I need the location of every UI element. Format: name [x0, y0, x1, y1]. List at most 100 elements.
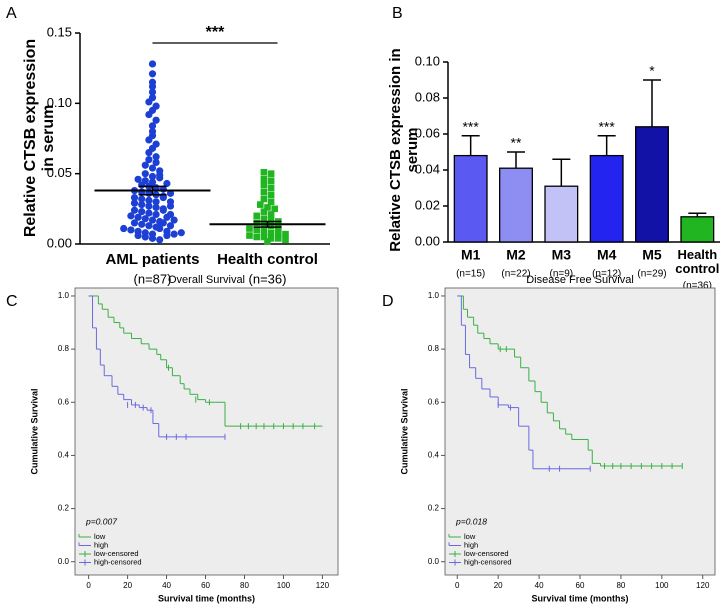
data-point: [159, 206, 167, 214]
data-point: [148, 60, 157, 68]
data-point: [166, 222, 175, 230]
bar: [544, 185, 579, 243]
x-tick-label: 100: [277, 581, 291, 590]
y-tick-label: 0.00: [415, 233, 440, 248]
x-sublabel: (n=15): [456, 269, 485, 280]
data-point: [260, 233, 268, 241]
data-point: [120, 224, 128, 233]
x-tick-label: M1: [461, 247, 481, 263]
data-point: [138, 201, 146, 209]
data-point: [260, 168, 268, 176]
data-point: [267, 211, 275, 218]
x-tick-label: 20: [123, 581, 132, 590]
chart-title: Disease Free Survival: [526, 274, 634, 286]
data-point: [152, 116, 160, 124]
data-point: [141, 215, 149, 223]
data-point: [260, 195, 268, 203]
data-point: [145, 110, 153, 119]
y-tick-label: 0.06: [415, 125, 440, 140]
data-point: [170, 216, 178, 224]
significance-label: ***: [206, 24, 225, 41]
data-point: [267, 191, 275, 199]
y-tick-label: 0.8: [428, 344, 440, 353]
data-point: [145, 209, 153, 217]
x-tick-label: 100: [655, 581, 669, 590]
data-point: [166, 189, 175, 197]
data-point: [260, 188, 268, 196]
x-tick-label: 40: [162, 581, 171, 590]
panel-label: D: [382, 293, 394, 310]
data-point: [156, 224, 164, 233]
plot-background: [444, 287, 716, 576]
x-tick-label: 120: [696, 581, 710, 590]
bar: [499, 167, 533, 243]
x-tick-label: M4: [597, 247, 617, 263]
y-tick-label: 0.02: [415, 197, 440, 212]
y-tick-label: 0.8: [58, 344, 70, 353]
data-point: [264, 204, 271, 211]
data-point: [134, 213, 142, 221]
legend-label: high-censored: [464, 557, 512, 566]
data-point: [127, 212, 135, 220]
panel-label: C: [6, 293, 18, 310]
data-point: [267, 198, 275, 206]
data-point: [145, 202, 153, 210]
data-point: [145, 196, 153, 204]
data-point: [152, 158, 160, 167]
data-point: [159, 193, 167, 202]
y-axis-label: Cumulative Survival: [29, 388, 39, 474]
data-point: [130, 193, 139, 202]
y-axis-label: Relative CTSB expression in serum: [22, 38, 57, 238]
x-tick-label: 0: [86, 581, 91, 590]
data-point: [141, 161, 149, 169]
legend-label: low: [94, 532, 106, 541]
data-point: [148, 172, 157, 181]
x-tick-label: AML patients: [106, 251, 200, 268]
data-point: [267, 177, 275, 184]
significance-label: **: [511, 135, 522, 151]
data-point: [156, 236, 164, 244]
data-point: [163, 213, 171, 221]
y-tick-label: 1.0: [428, 291, 440, 300]
x-sublabel: (n=9): [550, 269, 574, 280]
legend-label: high-censored: [94, 557, 142, 566]
data-point: [260, 215, 268, 222]
data-point: [282, 236, 289, 244]
legend-label: low-censored: [464, 549, 509, 558]
chart-title: Overall Survival: [168, 274, 245, 286]
data-point: [148, 88, 157, 96]
y-tick-label: 0.4: [58, 451, 70, 460]
data-point: [253, 226, 260, 234]
data-point: [148, 164, 157, 172]
x-sublabel: (n=36): [249, 271, 287, 286]
x-tick-label: M5: [642, 247, 662, 263]
x-tick-label: 80: [240, 581, 249, 590]
data-point: [145, 98, 153, 106]
data-point: [253, 233, 260, 241]
data-point: [134, 231, 142, 240]
y-tick-label: 0.4: [428, 451, 440, 460]
data-point: [257, 201, 264, 208]
bar: [453, 154, 488, 243]
x-axis-label: Survival time (months): [158, 593, 255, 603]
legend-label: low: [464, 532, 476, 541]
data-point: [267, 216, 275, 224]
data-point: [170, 230, 178, 238]
data-point: [156, 174, 164, 182]
x-tick-label: M3: [552, 247, 572, 263]
data-point: [163, 231, 171, 240]
x-sublabel: (n=29): [637, 269, 666, 280]
significance-label: ***: [462, 119, 479, 135]
x-tick-label: 20: [494, 581, 503, 590]
y-axis-label: Cumulative Survival: [399, 388, 409, 474]
x-tick-label: 120: [316, 581, 330, 590]
p-value: p=0.018: [455, 516, 487, 526]
x-tick-label: M2: [506, 247, 526, 263]
data-point: [177, 229, 185, 237]
x-axis-label: Survival time (months): [531, 593, 628, 603]
y-tick-label: 0.0: [428, 557, 440, 566]
data-point: [260, 228, 268, 235]
data-point: [138, 195, 146, 203]
data-point: [145, 156, 153, 164]
y-tick-label: 0.10: [415, 53, 440, 68]
